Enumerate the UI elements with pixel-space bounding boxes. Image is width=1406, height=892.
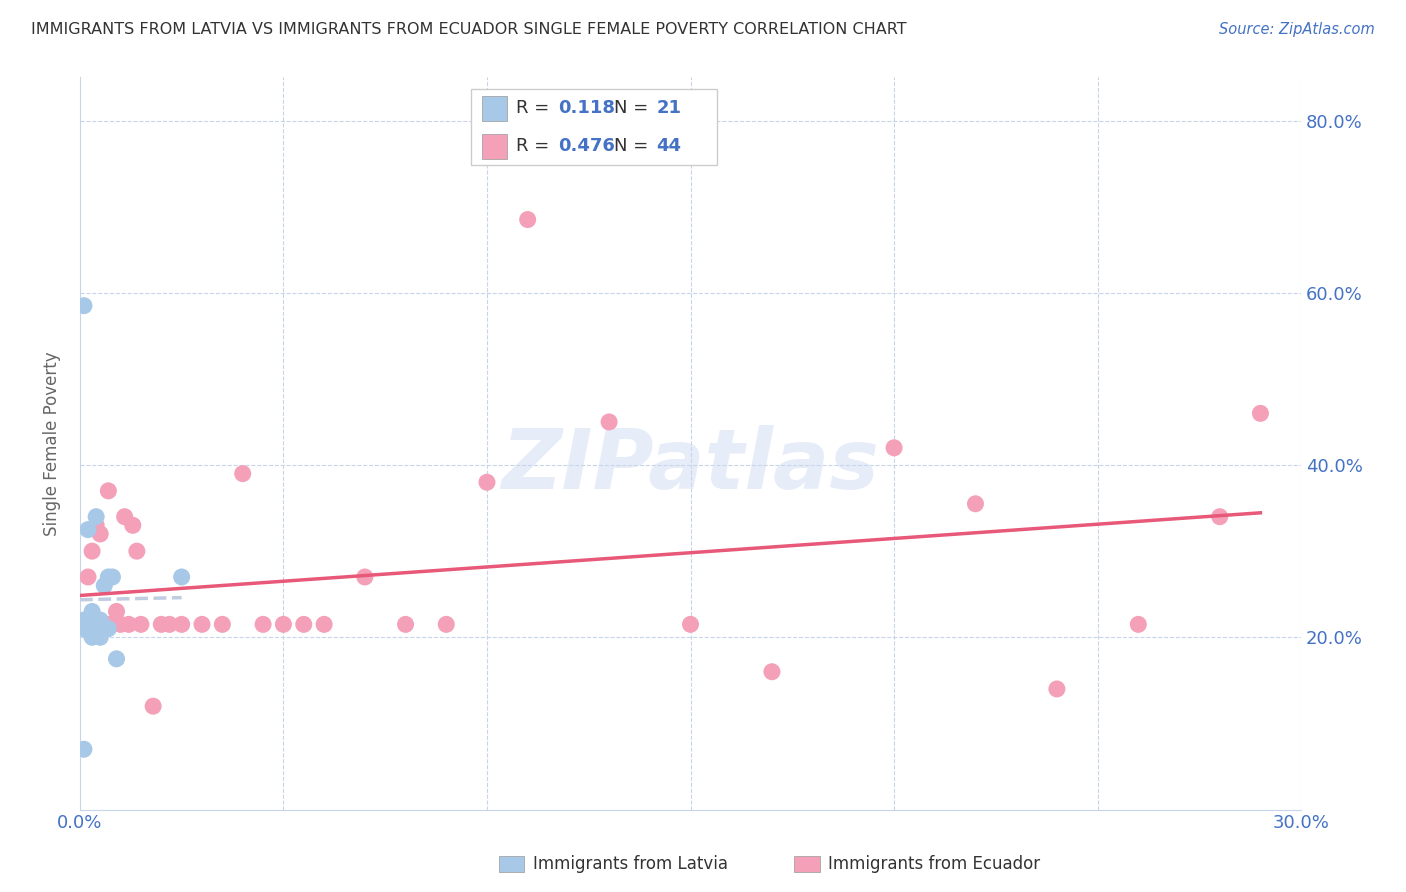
Point	[93, 617, 115, 632]
Point	[89, 527, 111, 541]
Point	[475, 475, 498, 490]
Point	[84, 617, 107, 632]
Point	[73, 617, 96, 632]
Point	[121, 518, 143, 533]
Text: 0.476: 0.476	[558, 137, 614, 155]
Point	[114, 509, 136, 524]
Text: R =: R =	[516, 137, 555, 155]
Point	[142, 699, 165, 714]
Text: 44: 44	[657, 137, 682, 155]
Point	[89, 630, 111, 644]
Point	[101, 617, 124, 632]
Point	[129, 617, 152, 632]
Point	[89, 617, 111, 632]
Point	[232, 467, 254, 481]
Point	[598, 415, 620, 429]
Point	[73, 299, 96, 313]
Point	[1046, 681, 1069, 696]
Point	[77, 622, 100, 636]
Point	[80, 617, 103, 632]
Point	[89, 613, 111, 627]
Text: Immigrants from Ecuador: Immigrants from Ecuador	[828, 855, 1040, 873]
Text: N =: N =	[614, 137, 654, 155]
Point	[125, 544, 148, 558]
Text: IMMIGRANTS FROM LATVIA VS IMMIGRANTS FROM ECUADOR SINGLE FEMALE POVERTY CORRELAT: IMMIGRANTS FROM LATVIA VS IMMIGRANTS FRO…	[31, 22, 907, 37]
Point	[73, 617, 96, 632]
Point	[105, 652, 128, 666]
Point	[80, 604, 103, 618]
Point	[191, 617, 214, 632]
Point	[434, 617, 457, 632]
Point	[150, 617, 173, 632]
Text: N =: N =	[614, 99, 654, 118]
Point	[292, 617, 315, 632]
Point	[97, 570, 120, 584]
Text: Source: ZipAtlas.com: Source: ZipAtlas.com	[1219, 22, 1375, 37]
Y-axis label: Single Female Poverty: Single Female Poverty	[44, 351, 60, 536]
Point	[1128, 617, 1150, 632]
Point	[965, 497, 987, 511]
Text: 0.118: 0.118	[558, 99, 614, 118]
Point	[77, 617, 100, 632]
Point	[84, 518, 107, 533]
Point	[93, 579, 115, 593]
Point	[73, 613, 96, 627]
Point	[84, 509, 107, 524]
Point	[170, 570, 193, 584]
Point	[80, 544, 103, 558]
Point	[761, 665, 783, 679]
Point	[110, 617, 132, 632]
Text: 21: 21	[657, 99, 682, 118]
Point	[170, 617, 193, 632]
Point	[1209, 509, 1232, 524]
Point	[159, 617, 181, 632]
Point	[97, 483, 120, 498]
Point	[73, 742, 96, 756]
Point	[84, 617, 107, 632]
Point	[1249, 406, 1271, 420]
Point	[118, 617, 141, 632]
Point	[252, 617, 274, 632]
Point	[80, 630, 103, 644]
Point	[97, 617, 120, 632]
Point	[97, 622, 120, 636]
Point	[101, 570, 124, 584]
Text: R =: R =	[516, 99, 555, 118]
Point	[353, 570, 375, 584]
Point	[516, 212, 538, 227]
Point	[105, 604, 128, 618]
Point	[77, 523, 100, 537]
Text: Immigrants from Latvia: Immigrants from Latvia	[533, 855, 728, 873]
Point	[80, 617, 103, 632]
Point	[314, 617, 336, 632]
Point	[211, 617, 233, 632]
Point	[77, 570, 100, 584]
Point	[883, 441, 905, 455]
Point	[73, 622, 96, 636]
Text: ZIPatlas: ZIPatlas	[502, 425, 879, 506]
Point	[394, 617, 416, 632]
Point	[679, 617, 702, 632]
Point	[273, 617, 295, 632]
